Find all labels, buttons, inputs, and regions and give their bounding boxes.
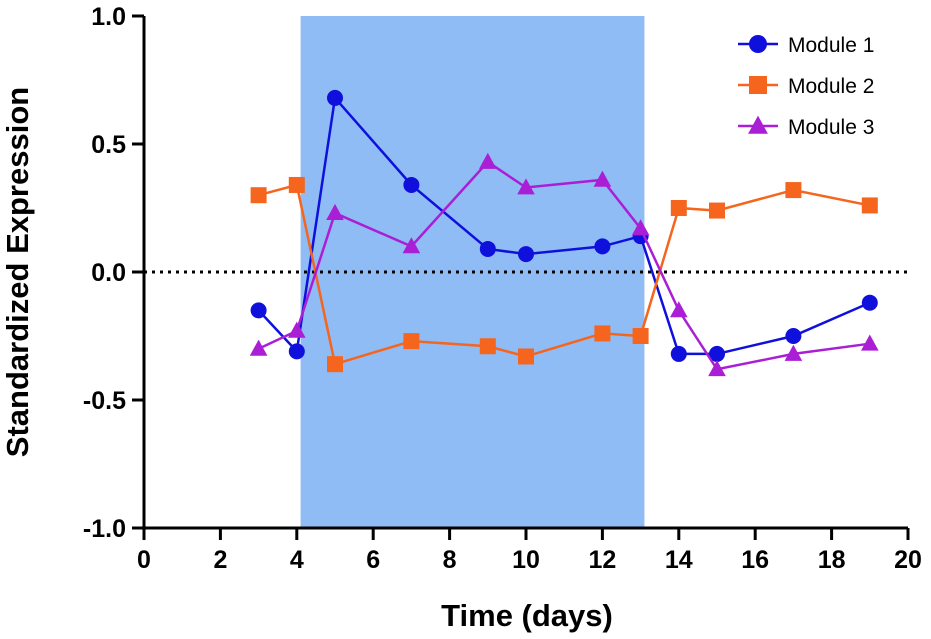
- square-data-point: [518, 348, 534, 365]
- legend-label: Module 2: [788, 75, 874, 98]
- square-data-point: [403, 333, 420, 350]
- square-data-point: [327, 356, 343, 373]
- circle-data-point: [403, 176, 420, 193]
- legend-item: Module 1: [738, 34, 874, 57]
- legend-label: Module 3: [788, 116, 874, 139]
- square-data-point: [670, 200, 687, 216]
- triangle-data-point: [593, 170, 612, 187]
- triangle-data-point: [249, 339, 268, 356]
- square-data-point: [785, 182, 802, 199]
- y-tick-label: 0.0: [91, 259, 126, 287]
- square-data-point: [632, 328, 649, 344]
- circle-data-point: [250, 302, 267, 319]
- legend-label: Module 1: [788, 34, 874, 57]
- triangle-data-point: [670, 301, 688, 318]
- square-data-point: [861, 197, 878, 214]
- x-tick-label: 16: [741, 546, 769, 574]
- x-tick-label: 8: [443, 546, 457, 574]
- x-tick-label: 0: [137, 546, 151, 574]
- legend-item: Module 3: [738, 115, 874, 139]
- circle-data-point: [479, 240, 496, 257]
- circle-data-point: [518, 246, 534, 263]
- legend: Module 1 Module 2 Module 3: [738, 34, 874, 139]
- x-tick-label: 10: [512, 546, 540, 574]
- circle-data-point: [327, 89, 343, 106]
- triangle-data-point: [479, 152, 497, 169]
- y-tick-label: -0.5: [83, 387, 126, 415]
- square-data-point: [594, 325, 611, 342]
- circle-data-point: [670, 345, 687, 362]
- circle-data-point: [288, 343, 305, 360]
- series-line: [258, 183, 871, 366]
- series-layer: [249, 89, 879, 377]
- triangle-data-point: [708, 360, 726, 377]
- y-tick-label: 1.0: [91, 3, 126, 31]
- x-tick-label: 4: [290, 546, 304, 574]
- circle-data-point: [709, 345, 725, 362]
- series-line: [258, 160, 870, 371]
- circle-data-point: [785, 328, 802, 344]
- square-data-point: [288, 176, 305, 193]
- y-tick-label: -1.0: [83, 515, 126, 543]
- x-tick-label: 20: [894, 546, 922, 574]
- series-module-1: [250, 89, 878, 362]
- y-axis-title: Standardized Expression: [0, 87, 35, 457]
- triangle-data-point: [631, 219, 650, 236]
- triangle-data-point: [517, 178, 535, 195]
- square-data-point: [709, 202, 725, 219]
- square-data-point: [250, 187, 267, 204]
- axes: -1.0 -0.5 0.0 0.5 1.0 0 2 4 6 8 10 12 14 16 18 20: [83, 3, 922, 574]
- x-tick-label: 6: [366, 546, 380, 574]
- y-tick-label: 0.5: [91, 131, 126, 159]
- triangle-data-point: [784, 344, 803, 361]
- legend-circle-marker: [749, 35, 767, 53]
- x-tick-label: 12: [588, 546, 616, 574]
- circle-data-point: [594, 238, 611, 255]
- triangle-data-point: [402, 237, 421, 254]
- series-module-3: [249, 152, 879, 377]
- x-tick-label: 14: [665, 546, 693, 574]
- x-tick-label: 2: [213, 546, 227, 574]
- x-tick-label: 18: [818, 546, 846, 574]
- triangle-data-point: [861, 334, 879, 351]
- square-data-point: [479, 338, 496, 355]
- circle-data-point: [861, 294, 878, 311]
- legend-item: Module 2: [738, 75, 874, 98]
- legend-square-marker: [749, 76, 767, 94]
- series-module-2: [250, 176, 878, 373]
- triangle-data-point: [326, 203, 344, 221]
- triangle-data-point: [288, 321, 306, 338]
- series-line: [257, 95, 871, 356]
- legend-triangle-marker: [748, 115, 768, 134]
- x-axis-title: Time (days): [441, 598, 613, 633]
